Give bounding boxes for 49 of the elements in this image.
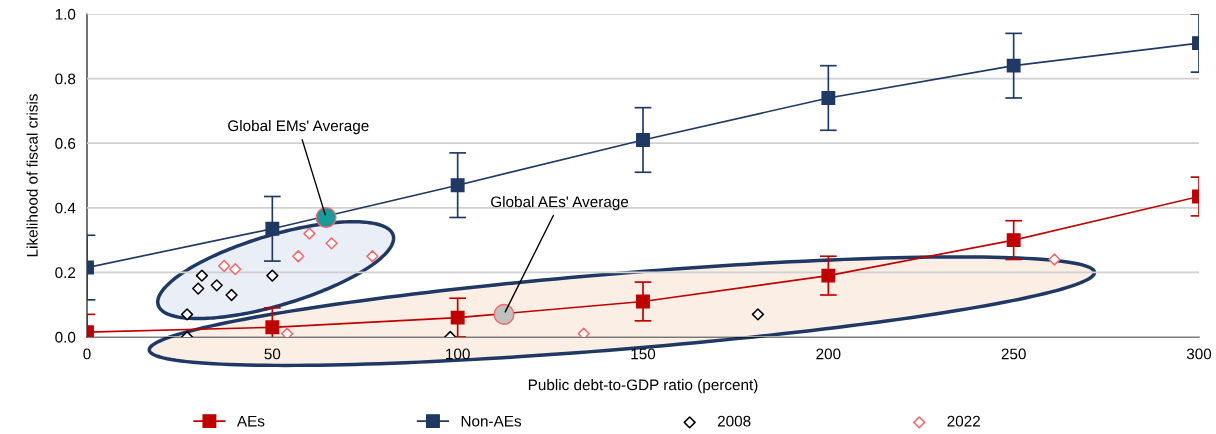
point — [218, 259, 231, 273]
point — [493, 303, 515, 325]
y-axis-title: Likelihood of fiscal crisis — [26, 94, 38, 257]
point — [366, 250, 379, 263]
point — [210, 279, 223, 292]
point — [636, 133, 650, 147]
y-tick-label: 0.4 — [55, 202, 76, 214]
point — [821, 91, 836, 105]
x-tick-label: 0 — [83, 348, 91, 360]
y-tick-label: 0.8 — [55, 73, 76, 85]
point — [229, 263, 242, 276]
point — [1048, 253, 1061, 266]
point — [195, 269, 209, 282]
point — [292, 250, 305, 263]
point — [325, 237, 338, 250]
x-tick-label: 300 — [1186, 348, 1212, 360]
legend-label: Non-AEs — [461, 415, 522, 427]
x-tick-label: 150 — [631, 348, 656, 360]
x-axis-title: Public debt-to-GDP ratio (percent) — [528, 379, 758, 394]
point — [450, 310, 465, 325]
point — [450, 178, 465, 193]
point — [192, 282, 205, 295]
point — [751, 308, 765, 321]
point — [1006, 58, 1021, 73]
point — [577, 327, 590, 337]
y-tick-label: 0.2 — [55, 267, 76, 279]
point — [1006, 233, 1021, 248]
y-tick-label: 1.0 — [55, 8, 76, 20]
point — [180, 308, 194, 321]
point — [303, 227, 316, 240]
legend-label: 2008 — [717, 415, 751, 427]
annotation: Global AEs' Average — [491, 195, 629, 211]
point — [636, 294, 650, 309]
point — [265, 320, 280, 335]
legend-label: 2022 — [947, 415, 980, 427]
y-tick-label: 0.0 — [55, 331, 76, 343]
annotation: Global EMs' Average — [228, 119, 369, 135]
x-tick-label: 50 — [264, 348, 281, 360]
point — [265, 221, 280, 236]
x-tick-label: 200 — [816, 348, 841, 360]
x-tick-label: 100 — [446, 348, 470, 360]
legend-label: AEs — [236, 415, 265, 427]
point — [225, 288, 238, 302]
point — [281, 327, 294, 337]
x-tick-label: 250 — [1001, 348, 1026, 360]
point — [821, 268, 836, 283]
point — [315, 206, 337, 229]
point — [266, 269, 279, 282]
y-tick-label: 0.6 — [55, 138, 76, 149]
